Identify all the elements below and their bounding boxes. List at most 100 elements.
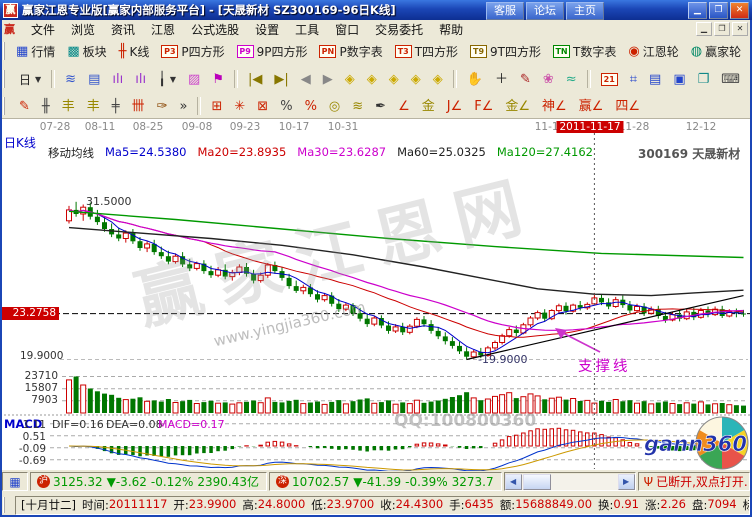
bars-3-button[interactable]: ılı	[107, 68, 128, 90]
toolbar-overflow-button[interactable]: »	[748, 40, 752, 62]
flower-tool-button[interactable]: ❀	[538, 68, 559, 90]
kline-button[interactable]: ╫ K线	[114, 40, 155, 62]
kline-chart[interactable]	[0, 119, 752, 471]
gann-box-button[interactable]: ⊞	[206, 95, 227, 117]
scroll-thumb[interactable]	[522, 473, 551, 490]
flag-tool-button[interactable]: ⚑	[207, 68, 229, 90]
percent-line-icon: %	[280, 98, 293, 114]
grid-lines-button[interactable]: ╫	[37, 95, 55, 117]
toolbar-grip[interactable]	[3, 97, 8, 115]
memo-button[interactable]: ▤	[644, 68, 666, 90]
line-chart-button[interactable]: ≋	[60, 68, 81, 90]
fit-diamond-button[interactable]: ◈	[428, 68, 448, 90]
menu-item-窗口[interactable]: 窗口	[335, 22, 360, 37]
menu-item-交易委托[interactable]: 交易委托	[375, 22, 424, 37]
draw-pen-button[interactable]: ✎	[14, 95, 35, 117]
t-square-button[interactable]: T3 T四方形	[390, 40, 463, 62]
pointer-tool-button[interactable]: ✎	[515, 68, 536, 90]
menu-item-公式选股[interactable]: 公式选股	[191, 22, 240, 37]
support-link-button[interactable]: 客服	[486, 2, 524, 20]
market-table-icon[interactable]: ▦	[2, 472, 28, 491]
toolbar-separator	[586, 70, 591, 88]
compress-diamond-button[interactable]: ◈	[406, 68, 426, 90]
gann-wheel-icon: ◉	[628, 43, 640, 59]
menu-item-浏览[interactable]: 浏览	[71, 22, 96, 37]
prev-bar-button[interactable]: ◀	[296, 68, 316, 90]
first-bar-button[interactable]: |◀	[243, 68, 267, 90]
sectors-button[interactable]: ▩ 板块	[62, 40, 111, 62]
info-panel-button[interactable]: ▤	[83, 68, 105, 90]
percent-retrace-button[interactable]: %	[300, 95, 322, 117]
candle-style-button[interactable]: ╽ ▼	[153, 68, 181, 90]
gold-angle-text-button[interactable]: 金	[417, 95, 440, 117]
percent-line-button[interactable]: %	[275, 95, 297, 117]
connection-status[interactable]: 已断开,双点打开.	[656, 475, 748, 489]
info-field-value: 6435	[464, 497, 494, 511]
j-line-button[interactable]: J∠	[442, 95, 468, 117]
gold-section-button[interactable]: ◎	[324, 95, 345, 117]
stamp-tool-button[interactable]: ▨	[183, 68, 205, 90]
draw-overflow-button[interactable]: »	[175, 95, 193, 117]
menu-item-设置[interactable]: 设置	[255, 22, 280, 37]
gann-wheel-button[interactable]: ◉ 江恩轮	[623, 40, 683, 62]
bars-9-button[interactable]: ılı	[130, 68, 151, 90]
chart-scrollbar[interactable]: ◀ ▶	[504, 473, 635, 490]
hand-tool-button[interactable]: ✋	[462, 68, 488, 90]
jump-right-diamond-button[interactable]: ◈	[362, 68, 382, 90]
winner-wheel-button[interactable]: ◍ 赢家轮	[686, 40, 746, 62]
time-ruler-button[interactable]: 卌	[127, 95, 150, 117]
close-button[interactable]: ✕	[730, 2, 749, 19]
jump-left-diamond-button[interactable]: ◈	[340, 68, 360, 90]
menu-item-文件[interactable]: 文件	[31, 22, 56, 37]
f-line-button[interactable]: F∠	[469, 95, 498, 117]
scroll-left-arrow[interactable]: ◀	[504, 473, 522, 490]
minimize-button[interactable]: ▁	[688, 2, 707, 19]
menu-item-帮助[interactable]: 帮助	[439, 22, 464, 37]
p-number-table-button[interactable]: PN P数字表	[314, 40, 387, 62]
shen-line-button[interactable]: 神∠	[537, 95, 572, 117]
child-minimize-button[interactable]: ▁	[696, 22, 712, 36]
gold-channel-button[interactable]: ≋	[347, 95, 368, 117]
toolbar-grip[interactable]	[3, 70, 8, 88]
calculator-button[interactable]: ⌗	[625, 68, 642, 90]
save-button[interactable]: ▣	[668, 68, 690, 90]
ink-mark-button[interactable]: ✒	[370, 95, 391, 117]
9p-square-button[interactable]: P9 9P四方形	[232, 40, 313, 62]
angle-line-button[interactable]: ∠	[393, 95, 415, 117]
maximize-button[interactable]: ❐	[709, 2, 728, 19]
ribbon-tool-button[interactable]: ≈	[561, 68, 582, 90]
home-link-button[interactable]: 主页	[566, 2, 604, 20]
calendar-button[interactable]: 21	[596, 68, 623, 90]
child-restore-button[interactable]: ❐	[714, 22, 730, 36]
gold-ray-button[interactable]: 金∠	[500, 95, 535, 117]
win-line-button[interactable]: 赢∠	[574, 95, 609, 117]
9t-square-button[interactable]: T9 9T四方形	[465, 40, 546, 62]
main-toolbar: ▦ 行情 ▩ 板块 ╫ K线 P3 P四方形 P9 9P四方形 PN P数字表 T3 T四方形 T9 9T四方…	[0, 38, 752, 65]
scroll-right-arrow[interactable]: ▶	[617, 473, 635, 490]
next-bar-button[interactable]: ▶	[318, 68, 338, 90]
last-bar-button[interactable]: ▶|	[269, 68, 293, 90]
pc-link-button[interactable]: ⌨	[716, 68, 745, 90]
price-ruler-button[interactable]: ╪	[107, 95, 125, 117]
menu-item-资讯[interactable]: 资讯	[111, 22, 136, 37]
crosshair-tool-button[interactable]: ＋	[490, 68, 513, 90]
copy-chart-button[interactable]: ❐	[693, 68, 715, 90]
gann-fan-button[interactable]: ✳	[229, 95, 250, 117]
toolbar-grip[interactable]	[3, 42, 5, 60]
j-line-icon: J∠	[446, 98, 463, 114]
four-line-button[interactable]: 四∠	[610, 95, 645, 117]
forum-link-button[interactable]: 论坛	[526, 2, 564, 20]
expand-diamond-button[interactable]: ◈	[384, 68, 404, 90]
bars-3-icon: ılı	[112, 71, 124, 87]
p-square-button[interactable]: P3 P四方形	[156, 40, 229, 62]
child-close-button[interactable]: ✕	[732, 22, 748, 36]
gold-grid-a-button[interactable]: 丰	[57, 95, 80, 117]
brush-button[interactable]: ✑	[152, 95, 173, 117]
menu-item-工具[interactable]: 工具	[295, 22, 320, 37]
menu-item-江恩[interactable]: 江恩	[151, 22, 176, 37]
period-selector-button[interactable]: 日 ▼	[14, 68, 46, 90]
quotes-button[interactable]: ▦ 行情	[11, 40, 60, 62]
fan-box-button[interactable]: ⊠	[252, 95, 273, 117]
t-number-table-button[interactable]: TN T数字表	[548, 40, 621, 62]
gold-grid-b-button[interactable]: 丰	[82, 95, 105, 117]
